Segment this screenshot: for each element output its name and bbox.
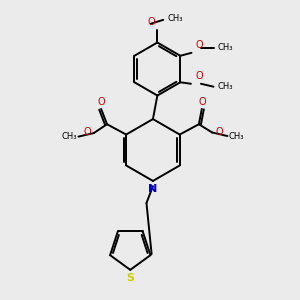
Text: O: O [199, 98, 206, 107]
Text: O: O [195, 40, 203, 50]
Text: O: O [215, 127, 223, 137]
Text: CH₃: CH₃ [218, 43, 233, 52]
Text: CH₃: CH₃ [168, 14, 183, 23]
Text: CH₃: CH₃ [61, 132, 77, 141]
Text: CH₃: CH₃ [218, 82, 233, 91]
Text: O: O [147, 17, 155, 27]
Text: N: N [148, 184, 158, 194]
Text: CH₃: CH₃ [229, 131, 244, 140]
Text: O: O [195, 71, 203, 81]
Text: O: O [84, 128, 92, 137]
Text: S: S [126, 273, 134, 284]
Text: O: O [98, 98, 106, 107]
